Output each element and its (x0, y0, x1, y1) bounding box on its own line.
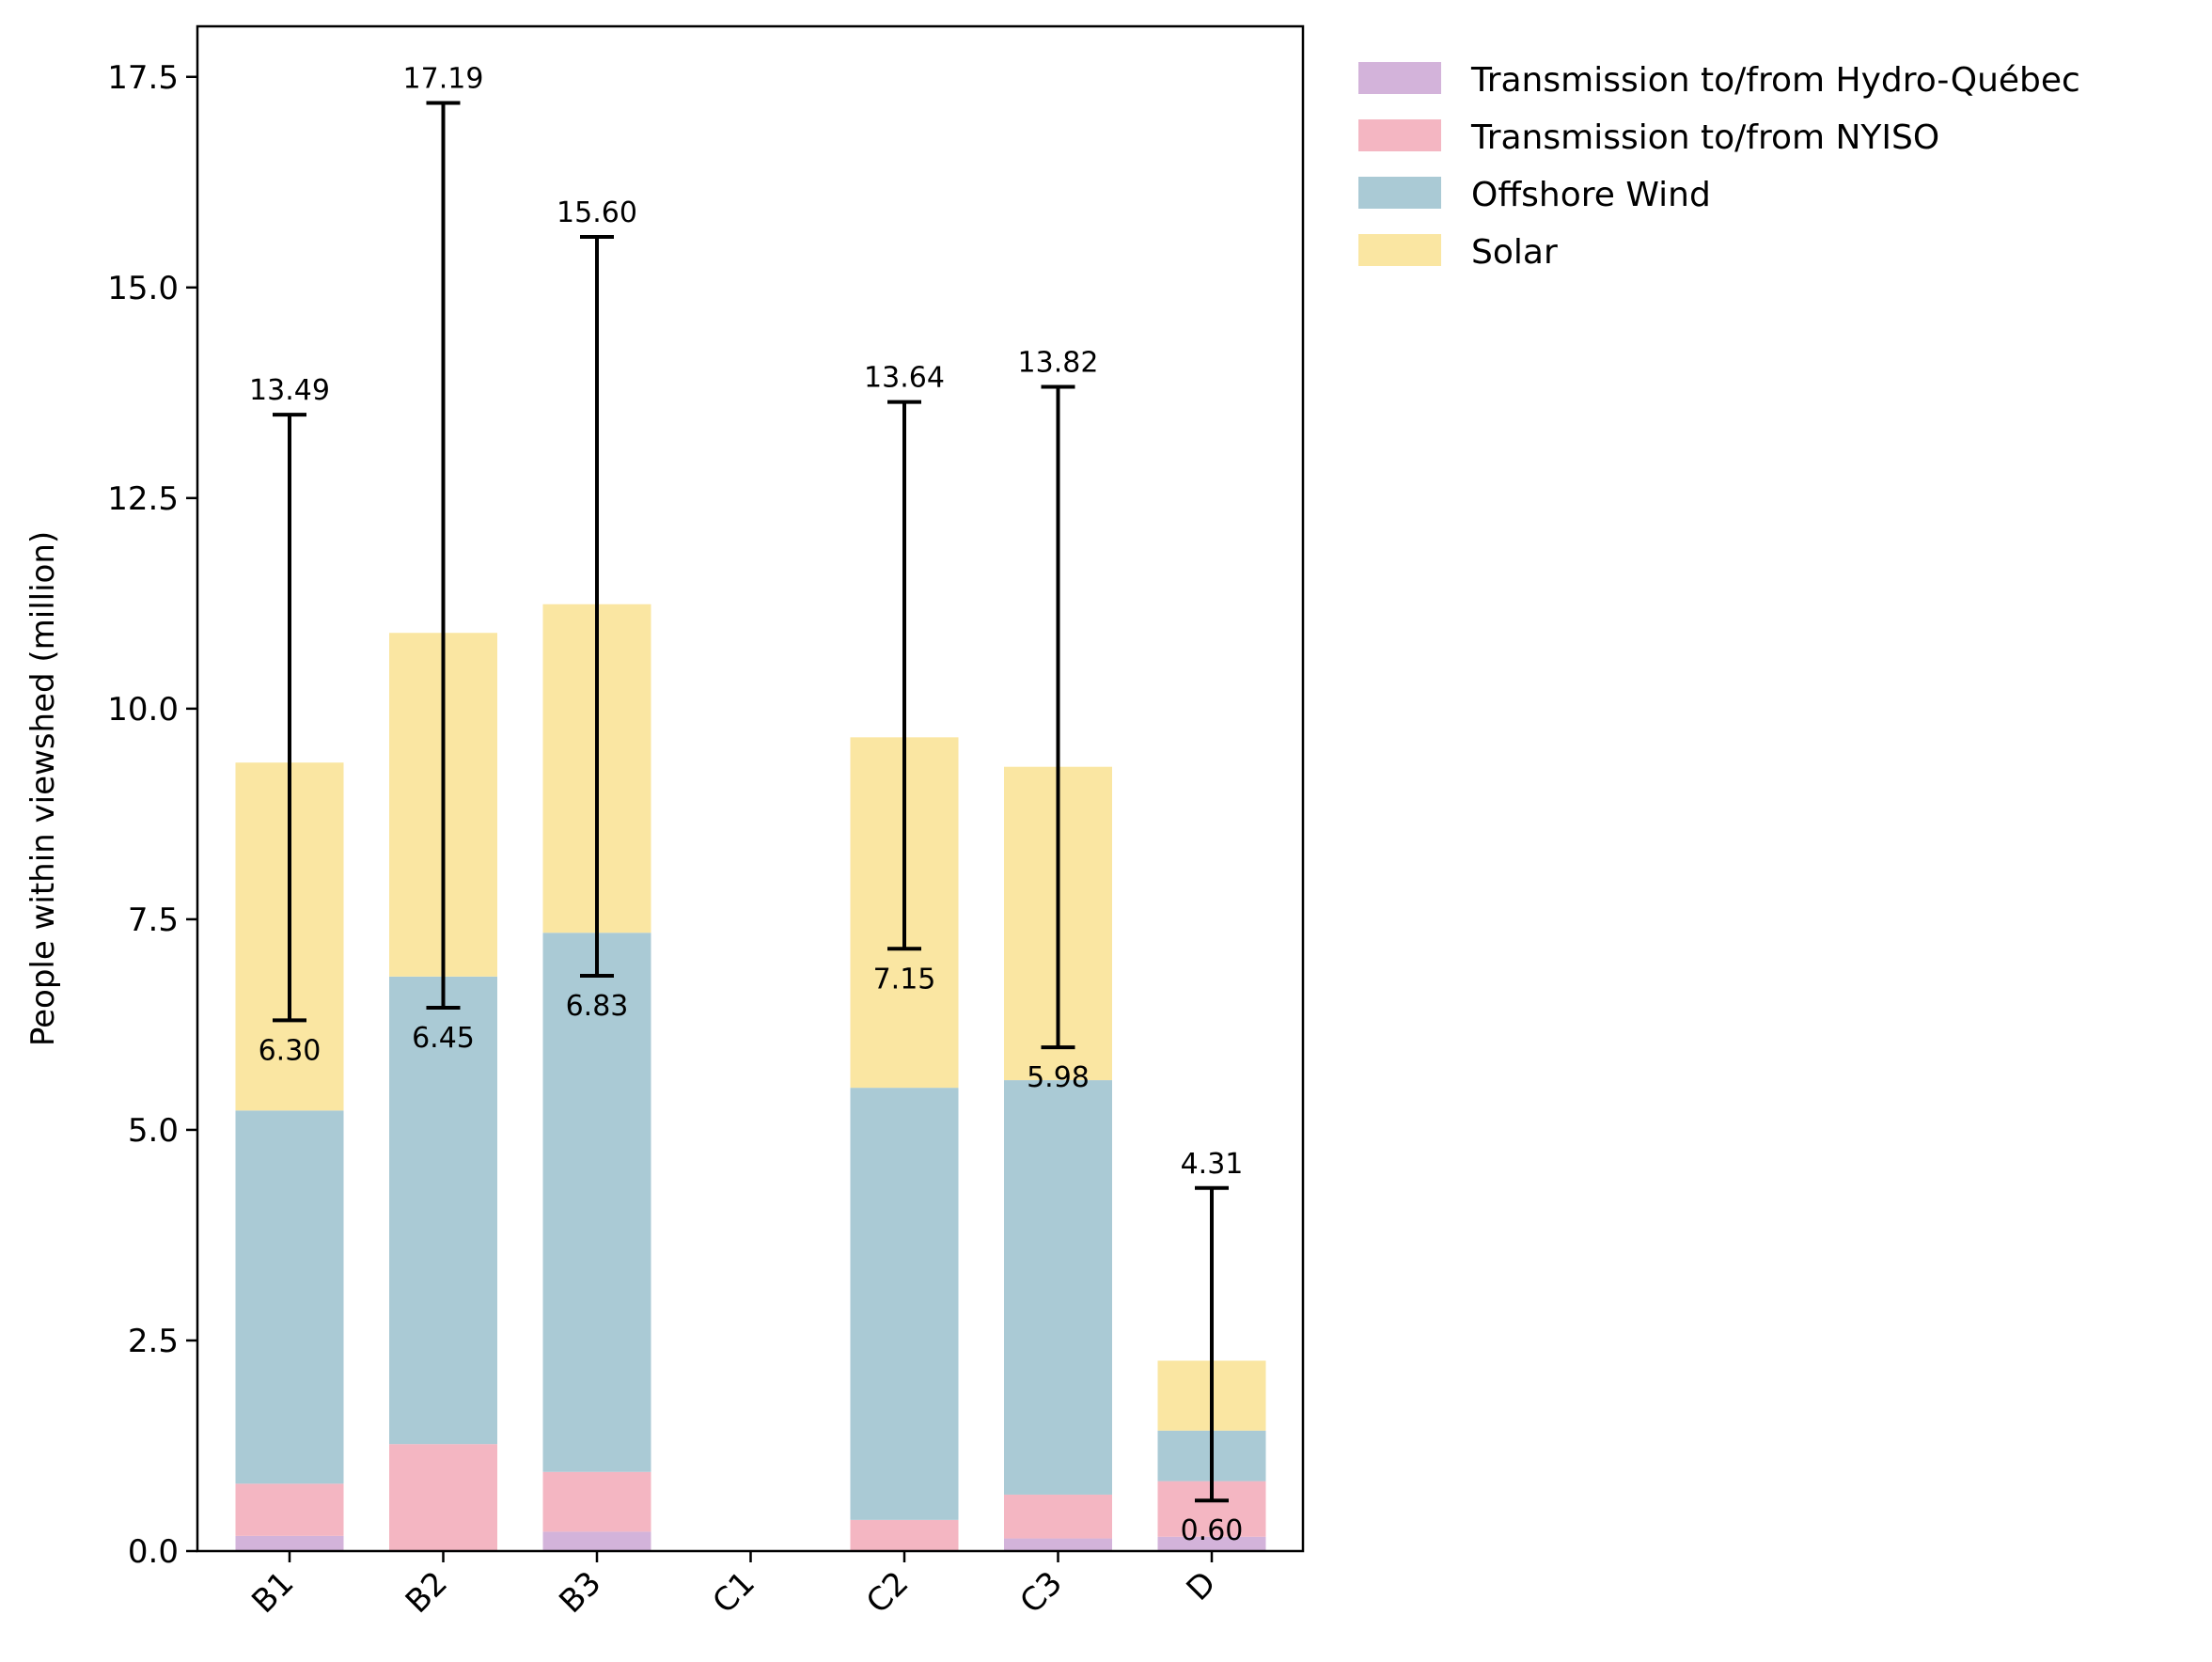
bar-C3-series-1 (1004, 1494, 1112, 1539)
x-tick-label-B2: B2 (399, 1564, 455, 1621)
x-tick-label-B3: B3 (552, 1564, 608, 1621)
bar-B1-series-1 (235, 1483, 344, 1536)
bar-C3-series-2 (1004, 1080, 1112, 1495)
errorbar-high-label-C2: 13.64 (864, 362, 945, 395)
legend-swatch-2 (1358, 177, 1441, 209)
errorbar-low-label-C3: 5.98 (1027, 1061, 1090, 1094)
x-tick-label-C1: C1 (705, 1564, 761, 1621)
errorbar-low-label-B1: 6.30 (259, 1034, 322, 1067)
bar-B1-series-2 (235, 1110, 344, 1484)
legend-label-3: Solar (1471, 233, 1558, 272)
bar-B2-series-1 (389, 1444, 497, 1551)
errorbar-high-label-B1: 13.49 (249, 374, 330, 407)
y-tick-label: 2.5 (128, 1323, 179, 1360)
y-tick-label: 0.0 (128, 1533, 179, 1571)
bar-B3-series-0 (542, 1531, 651, 1551)
y-tick-label: 15.0 (107, 270, 179, 307)
y-tick-label: 7.5 (128, 902, 179, 939)
bar-C3-series-0 (1004, 1538, 1112, 1551)
errorbar-high-label-D: 4.31 (1181, 1148, 1244, 1181)
legend-label-1: Transmission to/from NYISO (1470, 118, 1939, 157)
x-tick-label-C3: C3 (1012, 1564, 1069, 1621)
legend: Transmission to/from Hydro-Québec Transmi… (1358, 61, 2080, 272)
x-tick-label-C2: C2 (859, 1564, 916, 1621)
legend-label-2: Offshore Wind (1471, 176, 1711, 214)
x-tick-label-B1: B1 (244, 1564, 301, 1621)
x-axis: B1 B2 B3 C1 C2 C3 D (244, 1551, 1223, 1621)
errorbar-high-label-B3: 15.60 (557, 196, 637, 229)
errorbar-high-label-B2: 17.19 (403, 63, 484, 96)
legend-label-0: Transmission to/from Hydro-Québec (1470, 61, 2080, 100)
plot-area-frame (196, 24, 1305, 1553)
x-tick-label-D: D (1180, 1564, 1224, 1608)
legend-swatch-3 (1358, 234, 1441, 266)
errorbar-low-label-B3: 6.83 (566, 990, 629, 1023)
errorbar-low-label-C2: 7.15 (873, 963, 936, 996)
bars-layer (235, 604, 1266, 1551)
legend-swatch-1 (1358, 119, 1441, 151)
y-axis-label: People within viewshed (million) (24, 531, 62, 1046)
y-tick-label: 12.5 (107, 480, 179, 518)
error-bars-layer: 13.49 6.30 17.19 6.45 15.60 6.83 13.64 7.15 13.8… (249, 63, 1243, 1548)
bar-C2-series-2 (850, 1088, 959, 1520)
bar-D-series-0 (1157, 1536, 1266, 1551)
bar-B3-series-1 (542, 1471, 651, 1532)
bar-C2-series-1 (850, 1519, 959, 1551)
y-tick-label: 5.0 (128, 1112, 179, 1150)
errorbar-low-label-D: 0.60 (1181, 1514, 1244, 1547)
errorbar-high-label-C3: 13.82 (1018, 347, 1099, 380)
bar-B3-series-2 (542, 933, 651, 1472)
y-tick-label: 10.0 (107, 691, 179, 729)
legend-swatch-0 (1358, 62, 1441, 94)
bar-B2-series-2 (389, 976, 497, 1445)
y-tick-label: 17.5 (107, 59, 179, 97)
y-axis: 0.0 2.5 5.0 7.5 10.0 12.5 15.0 17.5 (107, 59, 197, 1571)
bar-B1-series-0 (235, 1535, 344, 1551)
errorbar-low-label-B2: 6.45 (412, 1022, 475, 1055)
